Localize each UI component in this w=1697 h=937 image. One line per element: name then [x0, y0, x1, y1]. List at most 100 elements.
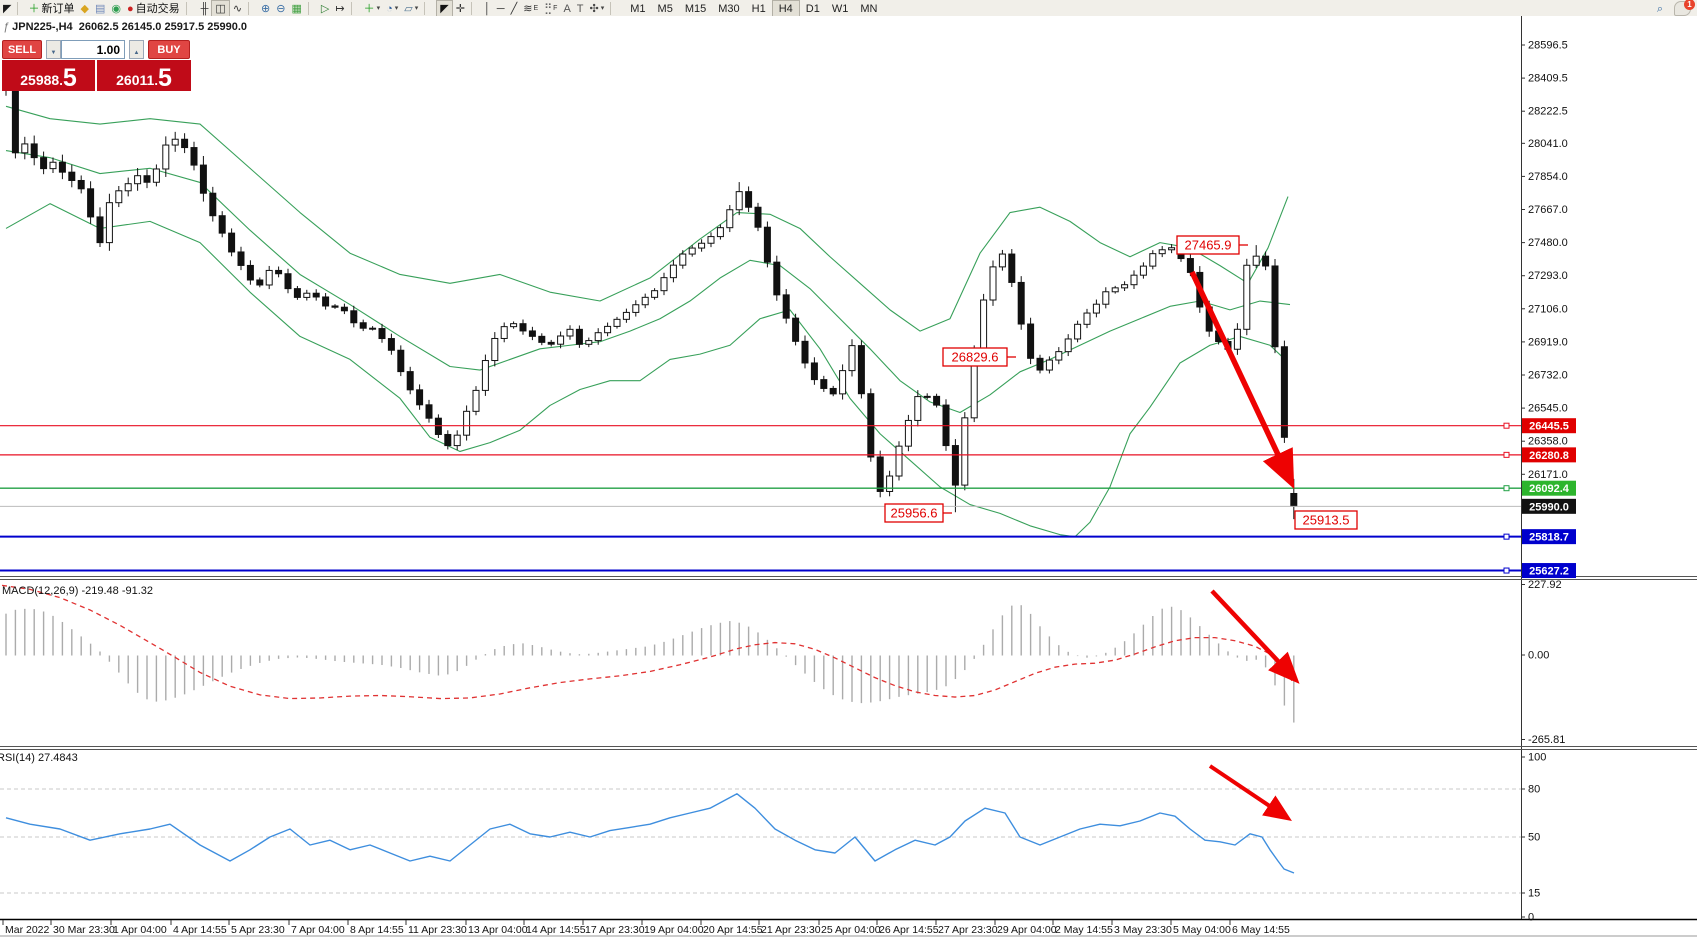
- cursor-tool-button[interactable]: ◤: [436, 0, 453, 16]
- periods-button[interactable]: ◔ ▾: [383, 1, 401, 16]
- timeframe-m5-button[interactable]: M5: [657, 3, 673, 15]
- chart-shift-icon[interactable]: ↦: [332, 1, 347, 16]
- horizontal-line-tool[interactable]: ─: [494, 1, 508, 16]
- candle: [491, 332, 499, 367]
- cursor-corner-icon[interactable]: ◤: [0, 1, 14, 16]
- time-tick-label: 4 Apr 14:55: [173, 924, 227, 936]
- search-icon[interactable]: ⌕: [1656, 3, 1663, 15]
- sell-price[interactable]: 25988. 5: [2, 60, 95, 91]
- rsi-tick: 100: [1528, 752, 1546, 764]
- timeframe-m30-button[interactable]: M30: [718, 3, 740, 15]
- timeframe-mn-button[interactable]: MN: [860, 3, 878, 15]
- chat-icon[interactable]: 1: [1674, 0, 1695, 16]
- trendline-tool[interactable]: ╱: [508, 1, 521, 16]
- candle: [585, 337, 593, 348]
- tile-windows-icon[interactable]: ▦: [288, 1, 304, 16]
- tile-windows-icon-icon: ▦: [291, 3, 302, 15]
- macd-tick: 227.92: [1528, 579, 1562, 591]
- one-click-trading-panel: SELL ▼ 1.00 ▲ BUY 25988. 5 26011. 5: [2, 40, 194, 91]
- buy-button[interactable]: BUY: [148, 40, 190, 59]
- candle: [209, 186, 217, 222]
- sell-button[interactable]: SELL: [2, 40, 42, 59]
- price-annotation[interactable]: 27465.9: [1176, 235, 1248, 255]
- candle: [340, 303, 348, 315]
- line-chart-icon-icon: ∿: [232, 3, 243, 15]
- toolbar-group-scroll: ▷ ↦: [318, 0, 348, 16]
- bar-chart-icon[interactable]: ╫: [198, 1, 212, 16]
- candle: [284, 268, 292, 294]
- time-tick-label: Mar 2022: [5, 924, 50, 936]
- gold-icon[interactable]: ◆: [77, 1, 91, 16]
- candle: [876, 450, 884, 498]
- text-tool[interactable]: A: [560, 1, 573, 16]
- candle: [1064, 334, 1072, 357]
- chart-canvas[interactable]: 27465.9 26829.6 25956.6 25913.5 MACD(12,26,9…: [0, 16, 1697, 937]
- timeframe-d1-button[interactable]: D1: [805, 3, 820, 15]
- crosshair-tool-icon: ✛: [455, 3, 465, 15]
- candle: [68, 164, 76, 188]
- autotrading-button[interactable]: ● 自动交易: [124, 1, 183, 16]
- svg-text:25913.5: 25913.5: [1303, 513, 1350, 528]
- text-label-tool[interactable]: T: [574, 1, 587, 16]
- vertical-line-tool[interactable]: │: [481, 1, 494, 16]
- chevron-down-icon[interactable]: ▾: [376, 5, 381, 12]
- main-price-panel: 27465.9 26829.6 25956.6 25913.5: [0, 80, 1521, 574]
- zoom-out-icon[interactable]: ⊖: [273, 1, 288, 16]
- new-order-button[interactable]: ＋新订单: [25, 1, 77, 16]
- line-chart-icon[interactable]: ∿: [230, 1, 245, 16]
- fibonacci-tool[interactable]: ⣛ F: [541, 1, 560, 16]
- price-annotation[interactable]: 26829.6: [942, 347, 1016, 367]
- line-handle[interactable]: [1503, 567, 1510, 574]
- equidistant-channel-tool[interactable]: ≋ E: [520, 1, 541, 16]
- cursor-corner-icon-icon: ◤: [3, 3, 12, 15]
- price-annotation[interactable]: 25956.6: [884, 503, 952, 523]
- chevron-down-icon[interactable]: ▾: [414, 5, 419, 12]
- volume-up-button[interactable]: ▲: [129, 40, 144, 59]
- candle: [933, 393, 941, 408]
- signals-icon[interactable]: ◉: [108, 1, 124, 16]
- line-handle[interactable]: [1503, 451, 1510, 458]
- timeframe-h4-button[interactable]: H4: [771, 0, 800, 16]
- candle: [312, 289, 320, 301]
- volume-down-button[interactable]: ▼: [46, 40, 61, 59]
- candle: [105, 193, 113, 251]
- templates-button[interactable]: ▱ ▾: [401, 1, 421, 16]
- arrows-tool[interactable]: ✣ ▾: [587, 1, 608, 16]
- timeframe-h1-button[interactable]: H1: [751, 3, 766, 15]
- charts-window-icon[interactable]: ▤: [92, 1, 108, 16]
- candle: [726, 204, 734, 233]
- line-handle[interactable]: [1503, 422, 1510, 429]
- price-tick: 26545.0: [1528, 403, 1568, 415]
- buy-price[interactable]: 26011. 5: [97, 60, 191, 91]
- candle: [519, 319, 527, 335]
- line-handle[interactable]: [1503, 533, 1510, 540]
- indicators-button[interactable]: ＋ ▾: [361, 1, 384, 16]
- chart-symbol-icon: ƒ: [3, 21, 10, 33]
- zoom-out-icon-icon: ⊖: [276, 3, 286, 15]
- candle: [49, 157, 57, 173]
- chevron-down-icon[interactable]: ▾: [600, 5, 605, 12]
- trend-arrow[interactable]: [1208, 764, 1292, 822]
- candle: [1017, 276, 1025, 330]
- text-label-icon: T: [576, 3, 584, 15]
- trend-arrow[interactable]: [1189, 270, 1295, 489]
- timeframe-w1-button[interactable]: W1: [831, 3, 849, 15]
- line-handle[interactable]: [1503, 485, 1510, 492]
- candle: [886, 470, 894, 497]
- timeframe-m1-button[interactable]: M1: [630, 3, 646, 15]
- chevron-down-icon[interactable]: ▾: [394, 5, 399, 12]
- chevron-down-icon: ▼: [50, 50, 57, 56]
- arrows-icon: ✣: [589, 3, 599, 15]
- crosshair-tool-button[interactable]: ✛: [453, 1, 468, 16]
- candlestick-chart-icon[interactable]: ◫: [211, 0, 230, 16]
- zoom-in-icon[interactable]: ⊕: [258, 1, 273, 16]
- trend-arrow[interactable]: [1210, 589, 1300, 684]
- auto-scroll-icon[interactable]: ▷: [318, 1, 332, 16]
- volume-input[interactable]: 1.00: [61, 40, 125, 59]
- price-annotation[interactable]: 25913.5: [1294, 510, 1358, 530]
- rsi-panel: RSI(14) 27.4843: [0, 752, 1521, 894]
- candle: [1027, 317, 1035, 365]
- timeframe-m15-button[interactable]: M15: [684, 3, 707, 15]
- candle: [124, 177, 132, 197]
- zoom-in-icon-icon: ⊕: [261, 3, 271, 15]
